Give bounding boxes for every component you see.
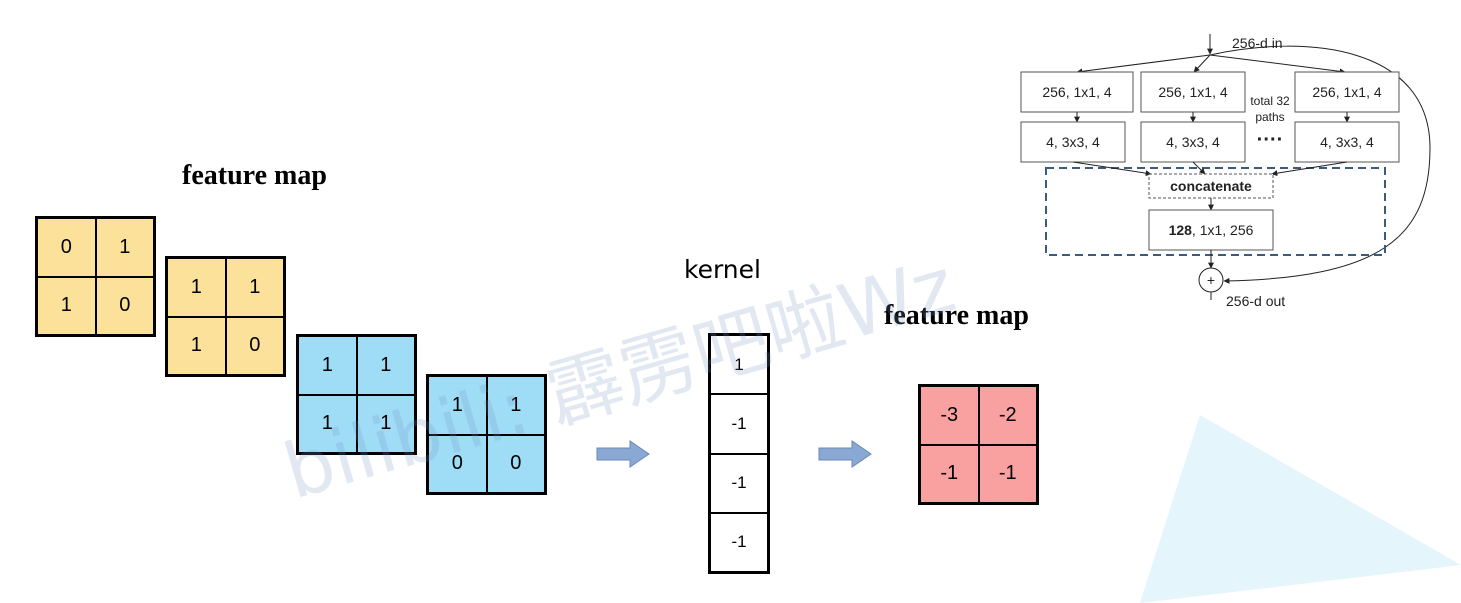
resnext-layer2-box: 4, 3x3, 4 <box>1046 134 1100 150</box>
resnext-layer2-box: 4, 3x3, 4 <box>1320 134 1374 150</box>
kernel-cell: -1 <box>710 512 768 572</box>
resnext-layer1-box: 256, 1x1, 4 <box>1312 84 1381 100</box>
resnext-layer1-box: 256, 1x1, 4 <box>1158 84 1227 100</box>
kernel-cell: -1 <box>710 453 768 513</box>
map-cell: -2 <box>978 386 1037 445</box>
paths-ellipsis: ···· <box>1257 129 1284 151</box>
resnext-final-conv-box: 128, 1x1, 256 <box>1169 222 1254 238</box>
kernel-cell: -1 <box>710 394 768 454</box>
resnext-output-label: 256-d out <box>1226 293 1285 309</box>
map-cell: 1 <box>225 258 284 317</box>
input-feature-map-4: 1 1 0 0 <box>426 374 547 495</box>
map-cell: -1 <box>978 444 1037 503</box>
map-cell: 0 <box>37 218 96 277</box>
map-cell: 0 <box>486 434 545 493</box>
sum-icon: + <box>1207 272 1215 288</box>
map-cell: 1 <box>37 276 96 335</box>
map-cell: 0 <box>95 276 154 335</box>
total-paths-note: total 32 <box>1250 94 1290 108</box>
map-cell: 0 <box>225 316 284 375</box>
map-cell: 0 <box>428 434 487 493</box>
resnext-block-diagram: 256-d in 256, 1x1, 4 256, 1x1, 4 256, 1x… <box>1020 34 1431 309</box>
map-cell: -3 <box>920 386 979 445</box>
map-cell: 1 <box>167 258 226 317</box>
resnext-input-label: 256-d in <box>1232 35 1283 51</box>
left-feature-map-title: feature map <box>182 160 327 191</box>
decorative-triangle <box>1140 415 1461 603</box>
input-feature-map-3: 1 1 1 1 <box>296 334 417 455</box>
kernel-label: kernel <box>684 255 761 284</box>
right-feature-map-title: feature map <box>884 300 1029 331</box>
output-feature-map: -3 -2 -1 -1 <box>918 384 1039 505</box>
map-cell: -1 <box>920 444 979 503</box>
right-arrow-icon <box>818 440 872 468</box>
concatenate-box: concatenate <box>1170 178 1252 194</box>
input-feature-map-2: 1 1 1 0 <box>165 256 286 377</box>
total-paths-note: paths <box>1255 110 1284 124</box>
map-cell: 1 <box>486 376 545 435</box>
resnext-layer2-box: 4, 3x3, 4 <box>1166 134 1220 150</box>
map-cell: 1 <box>95 218 154 277</box>
resnext-layer1-box: 256, 1x1, 4 <box>1042 84 1111 100</box>
map-cell: 1 <box>356 394 415 453</box>
kernel-cell: 1 <box>710 335 768 395</box>
map-cell: 1 <box>298 394 357 453</box>
map-cell: 1 <box>356 336 415 395</box>
input-feature-map-1: 0 1 1 0 <box>35 216 156 337</box>
map-cell: 1 <box>298 336 357 395</box>
kernel-column: 1 -1 -1 -1 <box>708 333 770 574</box>
right-arrow-icon <box>596 440 650 468</box>
map-cell: 1 <box>428 376 487 435</box>
map-cell: 1 <box>167 316 226 375</box>
